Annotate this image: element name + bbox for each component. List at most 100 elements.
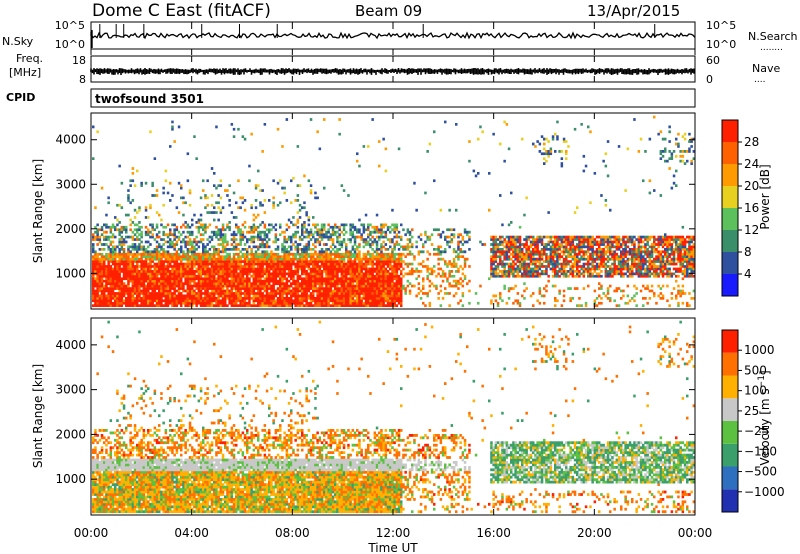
heatmap-cell xyxy=(400,252,403,256)
heatmap-cell xyxy=(490,235,493,239)
heatmap-cell xyxy=(175,297,179,300)
heatmap-cell xyxy=(144,304,148,307)
heatmap-cell xyxy=(281,230,284,234)
heatmap-cell xyxy=(107,299,110,303)
heatmap-cell xyxy=(166,294,170,298)
heatmap-cell xyxy=(241,304,245,307)
heatmap-cell xyxy=(259,289,262,293)
heatmap-cell xyxy=(184,262,187,266)
heatmap-cell xyxy=(395,274,399,278)
heatmap-cell xyxy=(279,287,282,290)
heatmap-cell xyxy=(512,301,515,305)
heatmap-cell xyxy=(103,248,106,251)
heatmap-cell xyxy=(338,270,341,273)
heatmap-cell xyxy=(274,270,278,273)
heatmap-cell xyxy=(160,289,163,293)
heatmap-cell xyxy=(155,240,159,244)
heatmap-cell xyxy=(250,238,253,241)
heatmap-cell xyxy=(395,270,399,273)
heatmap-cell xyxy=(221,274,225,278)
heatmap-cell xyxy=(239,235,242,239)
heatmap-cell xyxy=(241,233,245,237)
heatmap-cell xyxy=(373,282,377,286)
heatmap-cell xyxy=(285,252,289,256)
heatmap-cell xyxy=(105,265,108,268)
heatmap-cell xyxy=(204,230,207,234)
heatmap-cell xyxy=(158,272,161,276)
heatmap-cell xyxy=(356,282,359,286)
heatmap-cell xyxy=(373,304,377,307)
heatmap-cell xyxy=(327,257,330,261)
heatmap-cell xyxy=(116,299,119,303)
heatmap-cell xyxy=(155,287,159,290)
heatmap-cell xyxy=(169,145,172,148)
heatmap-cell xyxy=(351,248,355,251)
heatmap-cell xyxy=(428,284,432,288)
heatmap-cell xyxy=(290,274,293,278)
heatmap-cell xyxy=(325,287,328,290)
heatmap-cell xyxy=(505,255,509,258)
heatmap-cell xyxy=(305,289,308,293)
heatmap-cell xyxy=(254,277,258,281)
heatmap-cell xyxy=(395,267,399,271)
heatmap-cell xyxy=(303,252,306,256)
heatmap-cell xyxy=(413,284,416,288)
heatmap-cell xyxy=(450,233,454,237)
heatmap-cell xyxy=(367,292,370,295)
heatmap-cell xyxy=(122,272,126,276)
heatmap-cell xyxy=(375,277,379,281)
heatmap-cell xyxy=(213,218,216,222)
heatmap-cell xyxy=(499,260,502,263)
heatmap-cell xyxy=(290,282,293,286)
heatmap-cell xyxy=(340,304,344,307)
heatmap-cell xyxy=(118,250,121,254)
heatmap-cell xyxy=(461,255,465,258)
heatmap-cell xyxy=(226,279,229,283)
heatmap-cell xyxy=(169,265,172,268)
heatmap-cell xyxy=(334,272,337,276)
heatmap-cell xyxy=(217,206,220,210)
heatmap-cell xyxy=(188,297,192,300)
heatmap-cell xyxy=(125,277,128,281)
heatmap-cell xyxy=(239,196,242,200)
cpid-value: twofsound 3501 xyxy=(95,92,204,106)
heatmap-cell xyxy=(285,248,289,251)
heatmap-cell xyxy=(230,304,234,307)
heatmap-cell xyxy=(114,255,117,258)
heatmap-cell xyxy=(336,279,339,283)
heatmap-cell xyxy=(349,299,352,303)
heatmap-cell xyxy=(309,297,313,300)
heatmap-cell xyxy=(375,267,379,271)
heatmap-cell xyxy=(237,260,240,263)
heatmap-cell xyxy=(391,250,394,254)
heatmap-cell xyxy=(395,240,399,244)
heatmap-cell xyxy=(334,304,337,307)
heatmap-cell xyxy=(114,265,117,268)
heatmap-cell xyxy=(496,301,500,305)
heatmap-cell xyxy=(386,272,390,276)
heatmap-cell xyxy=(131,230,135,234)
heatmap-cell xyxy=(411,235,414,239)
heatmap-cell xyxy=(503,120,506,124)
heatmap-cell xyxy=(111,270,115,273)
heatmap-cell xyxy=(158,267,161,271)
heatmap-cell xyxy=(384,304,388,307)
heatmap-cell xyxy=(408,270,412,273)
heatmap-cell xyxy=(188,257,192,261)
heatmap-cell xyxy=(254,235,258,239)
heatmap-cell xyxy=(301,250,304,254)
heatmap-cell xyxy=(136,211,139,214)
heatmap-cell xyxy=(386,248,390,251)
heatmap-cell xyxy=(364,299,368,303)
heatmap-cell xyxy=(142,274,146,278)
heatmap-cell xyxy=(125,299,128,303)
heatmap-cell xyxy=(164,284,168,288)
heatmap-cell xyxy=(287,284,291,288)
heatmap-cell xyxy=(114,235,117,239)
heatmap-cell xyxy=(309,252,313,256)
heatmap-cell xyxy=(490,272,493,276)
heatmap-cell xyxy=(136,292,139,295)
heatmap-cell xyxy=(314,238,317,241)
heatmap-cell xyxy=(446,235,449,239)
heatmap-cell xyxy=(349,267,352,271)
